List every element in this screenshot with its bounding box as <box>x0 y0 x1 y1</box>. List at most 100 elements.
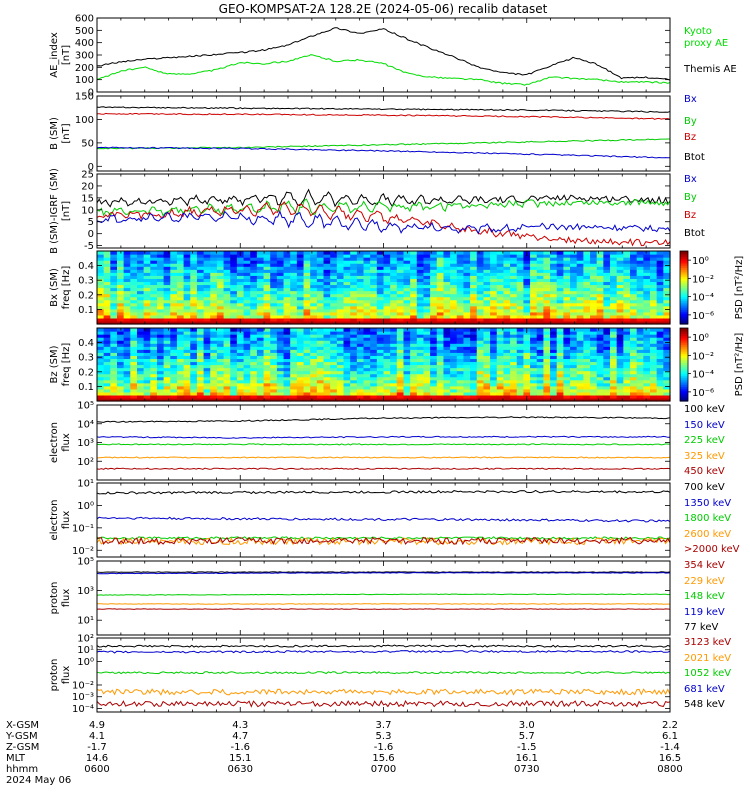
spectrogram-cell <box>243 358 251 363</box>
spectrogram-cell <box>556 290 564 295</box>
spectrogram-cell <box>216 382 225 387</box>
spectrogram-cell <box>656 299 664 304</box>
spectrogram-cell <box>350 287 358 292</box>
spectrogram-cell <box>556 340 564 344</box>
y-axis-label: Bz (SM) <box>49 345 60 383</box>
spectrogram-cell <box>450 328 458 332</box>
spectrogram-cell <box>196 340 205 344</box>
spectrogram-cell <box>343 364 351 369</box>
spectrogram-cell <box>416 346 425 350</box>
spectrogram-cell <box>270 340 278 344</box>
spectrogram-cell <box>543 337 551 341</box>
spectrogram-cell <box>510 352 518 356</box>
spectrogram-cell <box>610 293 618 298</box>
spectrogram-cell <box>216 361 225 366</box>
spectrogram-cell <box>663 296 671 301</box>
spectrogram-cell <box>636 281 644 286</box>
spectrogram-cell <box>450 251 458 255</box>
spectrogram-cell <box>170 346 178 350</box>
spectrogram-cell <box>163 254 171 258</box>
spectrogram-cell <box>543 385 551 390</box>
spectrogram-cell <box>310 269 318 273</box>
spectrogram-cell <box>583 391 591 396</box>
legend-entry: Bz <box>684 132 696 143</box>
spectrogram-cell <box>530 281 538 286</box>
spectrogram-cell <box>450 254 458 258</box>
spectrogram-cell <box>423 281 431 286</box>
spectrogram-cell <box>583 394 591 399</box>
spectrogram-cell <box>436 394 445 399</box>
spectrogram-cell <box>123 254 131 258</box>
spectrogram-cell <box>270 263 278 267</box>
spectrogram-cell <box>410 275 418 279</box>
spectrogram-cell <box>130 305 138 310</box>
spectrogram-cell <box>376 364 385 369</box>
spectrogram-cell <box>223 358 231 363</box>
spectrogram-cell <box>456 251 465 255</box>
spectrogram-cell <box>123 308 131 313</box>
spectrogram-cell <box>323 355 331 360</box>
spectrogram-cell <box>610 391 618 396</box>
spectrogram-cell <box>97 367 105 372</box>
spectrogram-cell <box>556 308 564 313</box>
spectrogram-cell <box>376 311 385 316</box>
spectrogram-cell <box>296 358 305 363</box>
spectrogram-cell <box>530 394 538 399</box>
spectrogram-cell <box>283 358 291 363</box>
spectrogram-cell <box>490 385 498 390</box>
spectrogram-cell <box>116 388 125 393</box>
spectrogram-cell <box>616 391 624 396</box>
spectrogram-cell <box>203 334 211 338</box>
spectrogram-cell <box>636 373 644 378</box>
legend-entry: 325 keV <box>684 451 725 462</box>
spectrogram-cell <box>143 352 151 356</box>
spectrogram-cell <box>450 320 458 325</box>
spectrogram-cell <box>443 251 451 255</box>
spectrogram-cell <box>443 376 451 381</box>
spectrogram-cell <box>650 385 658 390</box>
spectrogram-cell <box>650 391 658 396</box>
spectrogram-cell <box>330 379 338 384</box>
spectrogram-cell <box>230 263 238 267</box>
spectrogram-cell <box>656 272 664 276</box>
spectrogram-cell <box>290 355 298 360</box>
spectrogram-cell <box>163 284 171 289</box>
spectrogram-cell <box>330 346 338 350</box>
spectrogram-cell <box>110 263 118 267</box>
spectrogram-cell <box>410 281 418 286</box>
spectrogram-cell <box>456 278 465 283</box>
spectrogram-cell <box>596 275 604 279</box>
spectrogram-cell <box>350 299 358 304</box>
spectrogram-cell <box>316 308 325 313</box>
ephemeris-value: 15.1 <box>229 753 251 764</box>
spectrogram-cell <box>270 257 278 261</box>
series-line-354-kev <box>96 608 671 610</box>
spectrogram-cell <box>150 397 158 402</box>
spectrogram-cell <box>456 257 465 261</box>
spectrogram-cell <box>103 328 111 332</box>
spectrogram-cell <box>496 388 505 393</box>
spectrogram-cell <box>543 269 551 273</box>
spectrogram-cell <box>563 328 571 332</box>
colorbar-frame <box>679 250 689 325</box>
spectrogram-cell <box>143 302 151 307</box>
spectrogram-cell <box>383 293 391 298</box>
spectrogram-cell <box>550 314 558 319</box>
spectrogram-cell <box>410 370 418 375</box>
spectrogram-cell <box>530 355 538 360</box>
spectrogram-cell <box>416 302 425 307</box>
spectrogram-cell <box>416 385 425 390</box>
spectrogram-cell <box>576 317 584 322</box>
spectrogram-cell <box>483 287 491 292</box>
spectrogram-cell <box>250 260 258 264</box>
spectrogram-cell <box>556 284 564 289</box>
spectrogram-cell <box>330 293 338 298</box>
spectrogram-cell <box>623 370 631 375</box>
spectrogram-cell <box>203 367 211 372</box>
spectrogram-cell <box>596 299 604 304</box>
spectrogram-cell <box>283 281 291 286</box>
spectrogram-cell <box>430 284 438 289</box>
spectrogram-cell <box>656 358 664 363</box>
spectrogram-cell <box>350 358 358 363</box>
spectrogram-cell <box>296 302 305 307</box>
